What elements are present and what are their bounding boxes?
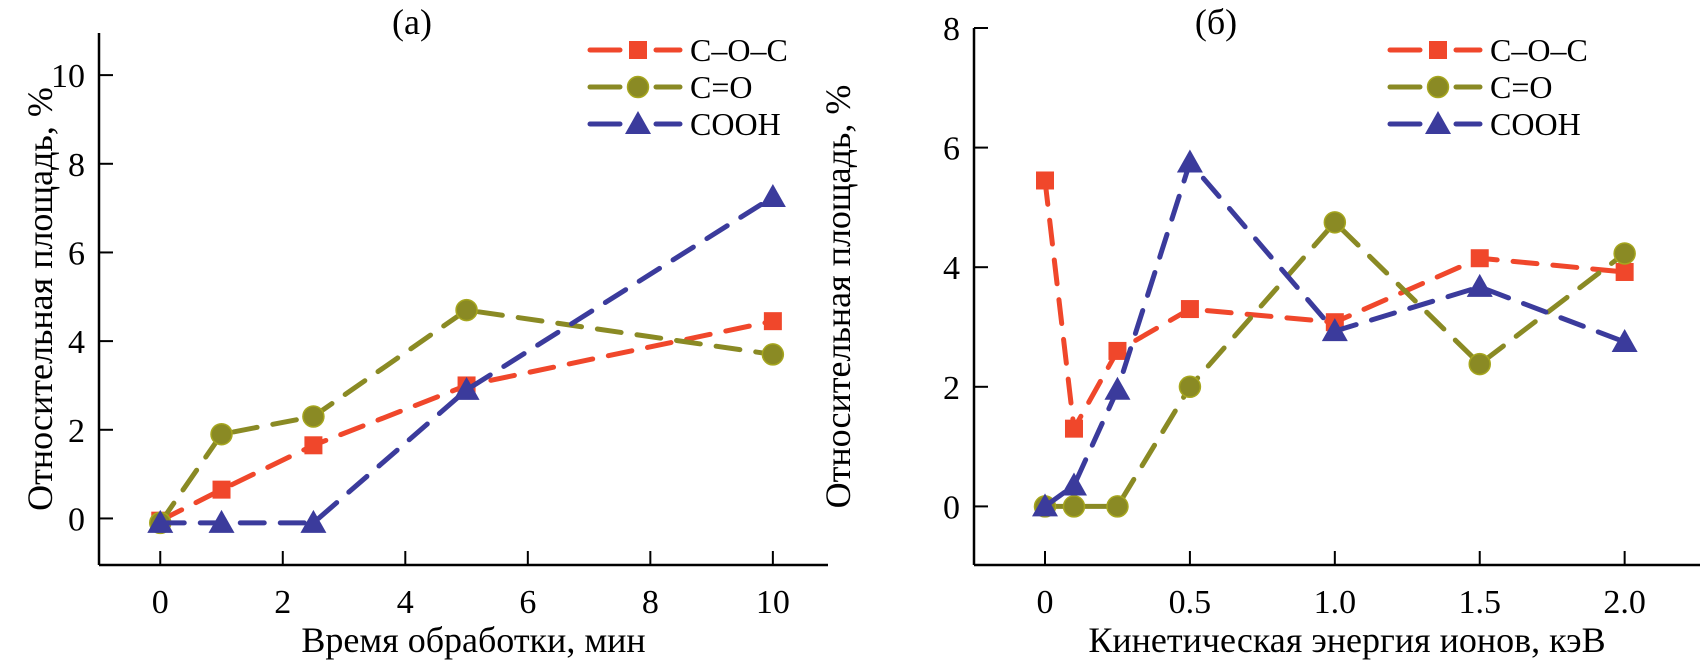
data-point-triangle [147,509,174,533]
legend-label: C=O [690,69,753,105]
data-point-square [1108,341,1127,360]
legend-marker-square [1429,41,1447,59]
y-tick-label: 2 [68,413,85,450]
legend-label: C–O–C [690,32,788,68]
data-point-triangle [1060,472,1087,496]
legend-label: COOH [1490,106,1581,142]
data-point-circle [1106,495,1129,518]
series-cooh [147,184,786,533]
y-tick-label: 4 [943,250,960,287]
legend-marker-square [629,41,647,59]
data-point-square [763,312,782,331]
legend-label: C–O–C [1490,32,1588,68]
series-line [157,307,776,526]
data-point-triangle [1032,493,1059,517]
y-tick-label: 8 [68,147,85,184]
series-c-o [149,298,785,535]
legend-entry: C–O–C [587,32,788,68]
y-tick-label: 6 [68,235,85,272]
x-tick-label: 1.5 [1458,584,1501,621]
data-point-triangle [759,184,786,208]
x-tick-label: 2.0 [1603,584,1646,621]
y-tick-label: 4 [68,324,85,361]
y-tick-label: 6 [943,131,960,168]
series-c-o-c [151,312,782,530]
x-tick-label: 6 [519,584,536,621]
data-point-circle [302,405,325,428]
data-point-square [1615,262,1634,281]
legend-entry: COOH [1387,106,1581,142]
legend-marker-circle [1426,75,1450,99]
legend-marker-circle [626,75,650,99]
data-point-circle [1613,242,1636,265]
data-point-square [1064,419,1083,438]
x-tick-label: 10 [756,584,790,621]
panel-title: (б) [1195,2,1237,42]
legend-entry: COOH [587,106,781,142]
data-point-triangle [1611,328,1638,352]
data-point-triangle [208,509,235,533]
legend-label: C=O [1490,69,1553,105]
x-tick-label: 0 [152,584,169,621]
y-tick-label: 0 [943,489,960,526]
data-point-square [1470,249,1489,268]
data-point-circle [210,422,233,446]
data-point-circle [455,298,478,322]
legend-entry: C=O [587,69,753,105]
legend-entry: C–O–C [1387,32,1588,68]
x-tick-label: 0.5 [1169,584,1212,621]
x-tick-label: 1.0 [1314,584,1357,621]
series-cooh [1032,149,1638,517]
y-axis-label: Относительная площадь, % [818,85,858,509]
data-point-square [1180,300,1199,319]
y-tick-label: 2 [943,370,960,407]
series-c-o-c [1036,171,1634,438]
data-point-triangle [453,376,480,400]
x-tick-label: 4 [397,584,414,621]
data-point-square [1036,171,1055,190]
data-point-circle [761,343,785,366]
data-point-circle [1323,211,1347,234]
data-point-triangle [1466,273,1493,297]
data-point-square [304,436,323,455]
legend-marker-triangle [625,111,651,134]
series-line [157,194,776,526]
legend-entry: C=O [1387,69,1553,105]
y-tick-label: 8 [943,11,960,48]
data-point-triangle [300,509,327,533]
data-point-circle [1062,495,1086,518]
x-tick-label: 0 [1037,584,1054,621]
x-tick-label: 2 [274,584,291,621]
data-point-triangle [1104,376,1131,400]
y-tick-label: 10 [51,58,85,95]
data-point-triangle [1321,318,1348,342]
panel-a: 0 2 4 6 8 10 0 2 4 6 8 10 Время обработки, мин Относи… [20,2,828,660]
y-tick-label: 0 [68,501,85,538]
panel-title: (а) [392,2,432,42]
data-point-circle [1468,352,1491,376]
series-line [157,318,776,524]
x-axis-label: Время обработки, мин [301,620,645,660]
x-axis-label: Кинетическая энергия ионов, кэВ [1088,620,1605,660]
x-tick-label: 8 [642,584,659,621]
y-axis-label: Относительная площадь, % [20,87,60,511]
legend-label: COOH [690,106,781,142]
data-point-triangle [1176,149,1203,173]
data-point-square [212,480,231,499]
data-point-circle [1178,375,1202,399]
legend-marker-triangle [1425,111,1451,134]
